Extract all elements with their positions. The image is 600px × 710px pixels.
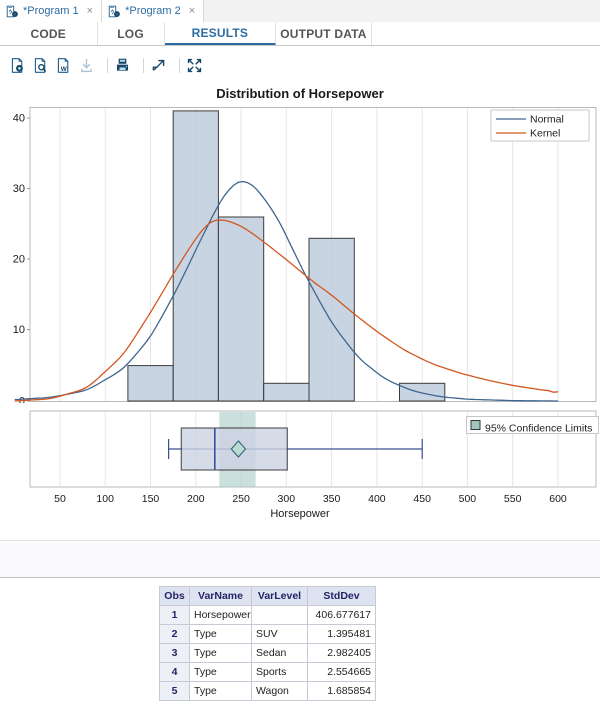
svg-text:10: 10: [13, 324, 25, 336]
svg-text:30: 30: [13, 183, 25, 195]
svg-text:Normal: Normal: [530, 114, 564, 126]
svg-text:20: 20: [13, 254, 25, 266]
svg-text:40: 40: [13, 113, 25, 125]
svg-text:Kernel: Kernel: [530, 128, 560, 140]
svg-text:95% Confidence Limits: 95% Confidence Limits: [485, 423, 592, 435]
svg-text:W: W: [61, 65, 67, 72]
